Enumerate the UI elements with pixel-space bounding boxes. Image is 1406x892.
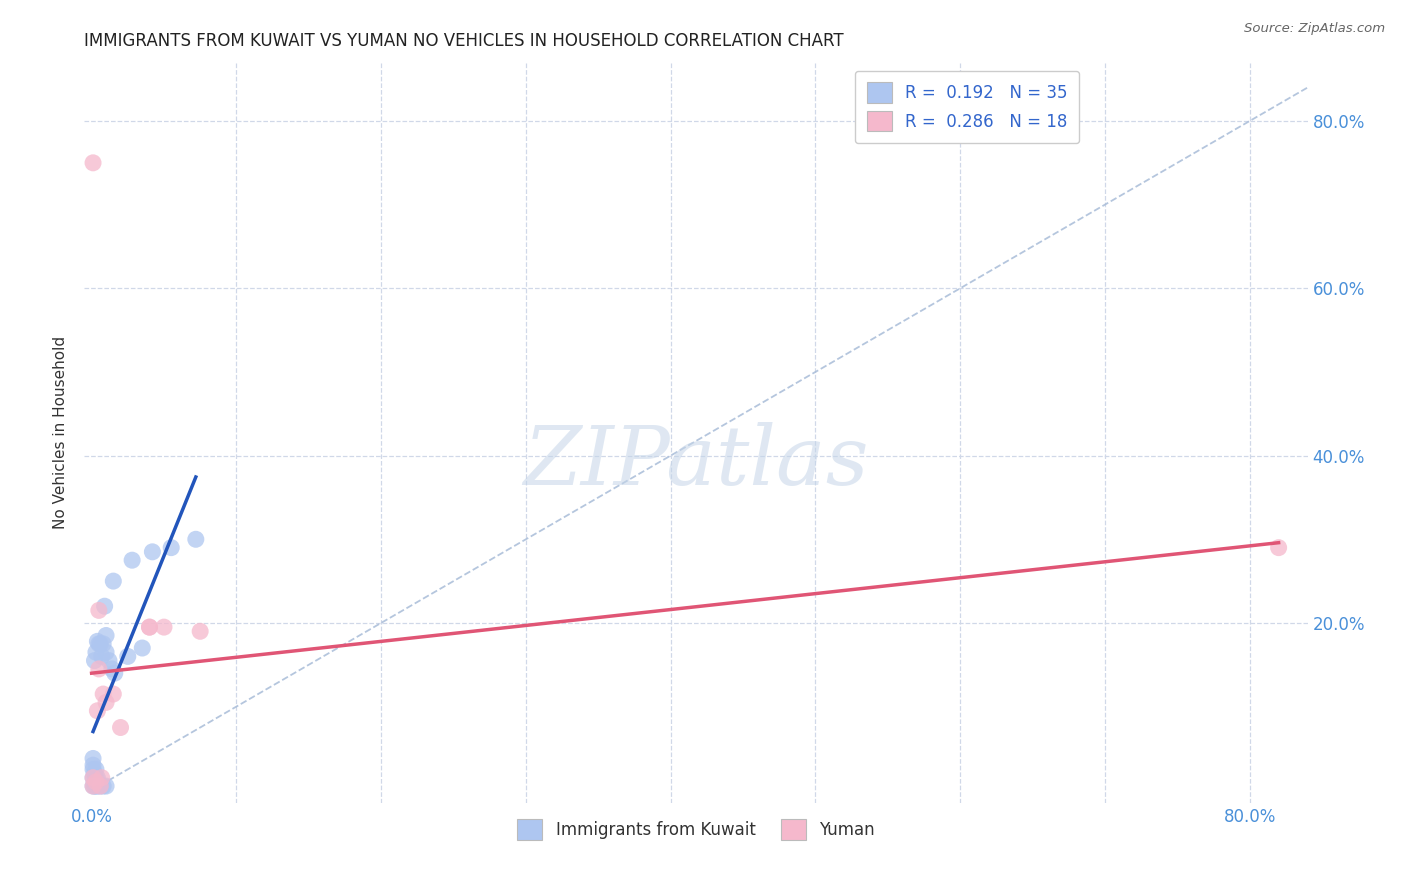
Point [84,779,107,793]
Point [90,771,112,785]
Point [90,649,112,664]
Point [82,771,104,785]
Point [94,645,117,659]
Point [83,779,105,793]
Point [98,654,121,668]
Text: ZIPatlas: ZIPatlas [523,422,869,502]
Y-axis label: No Vehicles in Household: No Vehicles in Household [52,336,67,529]
Legend: Immigrants from Kuwait, Yuman: Immigrants from Kuwait, Yuman [510,813,882,847]
Point [91,637,114,651]
Point [153,620,176,634]
Point [94,695,117,709]
Point [91,687,114,701]
Text: Source: ZipAtlas.com: Source: ZipAtlas.com [1244,22,1385,36]
Point [82,771,104,785]
Point [94,779,117,793]
Point [86,634,108,648]
Point [1267,541,1289,555]
Point [87,637,110,651]
Point [87,662,110,676]
Point [84,775,107,789]
Point [131,640,153,655]
Point [138,620,160,634]
Point [83,654,105,668]
Point [89,779,111,793]
Point [160,541,183,555]
Point [86,704,108,718]
Point [82,762,104,776]
Point [141,545,163,559]
Point [101,662,124,676]
Point [83,766,105,780]
Point [89,637,111,651]
Point [104,666,127,681]
Point [84,762,107,776]
Point [84,645,107,659]
Point [138,620,160,634]
Point [82,758,104,772]
Point [82,751,104,765]
Point [86,779,108,793]
Point [188,624,211,639]
Point [86,771,108,785]
Point [184,533,207,547]
Point [82,156,104,170]
Point [103,687,125,701]
Point [82,779,104,793]
Point [84,771,107,785]
Point [87,603,110,617]
Point [89,779,111,793]
Point [94,628,117,642]
Point [91,779,114,793]
Point [82,779,104,793]
Point [121,553,143,567]
Point [117,649,139,664]
Text: IMMIGRANTS FROM KUWAIT VS YUMAN NO VEHICLES IN HOUSEHOLD CORRELATION CHART: IMMIGRANTS FROM KUWAIT VS YUMAN NO VEHIC… [84,32,844,50]
Point [110,721,132,735]
Point [93,599,115,614]
Point [103,574,125,588]
